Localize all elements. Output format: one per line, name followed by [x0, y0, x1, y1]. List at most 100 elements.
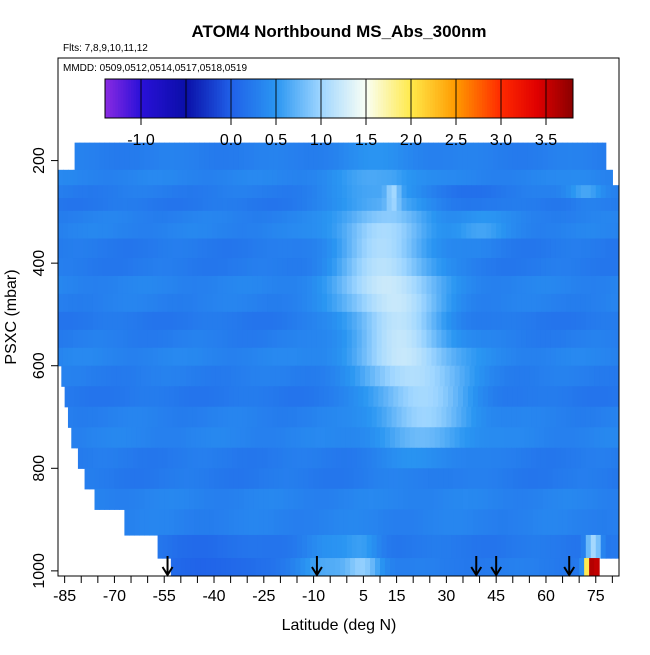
heatmap-cell [72, 347, 79, 367]
heatmap-cell [222, 258, 228, 277]
heatmap-cell [434, 365, 441, 387]
heatmap-cell [388, 386, 394, 408]
colorbar-segment [211, 79, 215, 118]
heatmap-cell [536, 185, 542, 199]
heatmap-cell [426, 347, 433, 367]
heatmap-cell [72, 238, 79, 259]
heatmap-cell [122, 210, 129, 224]
heatmap-cell [169, 142, 175, 171]
heatmap-cell [466, 534, 472, 559]
heatmap-cell [376, 347, 383, 367]
colorbar-segment [297, 79, 301, 118]
heatmap-cell [451, 238, 457, 259]
heatmap-cell [222, 223, 228, 240]
heatmap-cell [491, 293, 497, 313]
heatmap-cell [531, 329, 537, 349]
heatmap-cell [559, 365, 565, 387]
heatmap-cell [376, 185, 383, 199]
heatmap-cell [127, 293, 134, 313]
heatmap-cell [605, 185, 612, 199]
colorbar-segment [154, 79, 158, 118]
heatmap-cell [82, 347, 89, 367]
heatmap-cell [313, 509, 320, 536]
heatmap-cell [272, 258, 278, 277]
heatmap-cell [97, 169, 104, 186]
heatmap-cell [306, 275, 313, 295]
heatmap-cell [157, 347, 164, 367]
heatmap-cell [62, 347, 69, 367]
heatmap-cell [393, 142, 399, 171]
heatmap-cell [295, 558, 301, 576]
heatmap-cell [263, 386, 270, 408]
heatmap-cell [381, 258, 388, 277]
heatmap-cell [117, 238, 124, 259]
heatmap-cell [466, 210, 472, 224]
heatmap-cell [58, 275, 64, 295]
heatmap-cell [247, 210, 253, 224]
heatmap-cell [267, 293, 273, 313]
heatmap-cell [265, 558, 272, 576]
heatmap-cell [282, 169, 288, 186]
heatmap-cell [287, 185, 293, 199]
heatmap-cell [223, 509, 230, 536]
heatmap-cell [549, 365, 555, 387]
heatmap-cell [318, 468, 325, 490]
heatmap-cell [474, 365, 481, 387]
heatmap-cell [565, 210, 572, 224]
colorbar-segment [131, 79, 135, 118]
heatmap-cell [72, 275, 79, 295]
heatmap-cell [366, 169, 373, 186]
heatmap-cell [97, 258, 104, 277]
heatmap-cell [545, 329, 552, 349]
heatmap-cell [353, 468, 360, 490]
heatmap-cell [545, 311, 552, 331]
heatmap-cell [316, 447, 323, 469]
chart-title: ATOM4 Northbound MS_Abs_300nm [191, 22, 486, 41]
heatmap-cell [142, 185, 149, 199]
heatmap-cell [477, 468, 484, 490]
heatmap-cell [370, 427, 376, 449]
colorbar-segment [349, 79, 353, 118]
heatmap-cell [306, 347, 313, 367]
heatmap-cell [481, 447, 487, 469]
heatmap-cell [316, 329, 323, 349]
heatmap-cell [82, 223, 89, 240]
colorbar-segment [380, 79, 384, 118]
heatmap-cell [320, 558, 326, 576]
heatmap-cell [595, 258, 602, 277]
heatmap-cell [147, 406, 154, 428]
heatmap-cell [348, 468, 355, 490]
x-axis-label: Latitude (deg N) [282, 617, 397, 634]
heatmap-cell [237, 447, 243, 469]
heatmap-cell [555, 447, 562, 469]
heatmap-cell [536, 169, 542, 186]
x-tick-label: -55 [153, 588, 176, 605]
heatmap-cell [550, 275, 557, 295]
colorbar-segment [245, 79, 249, 118]
heatmap-cell [570, 347, 577, 367]
heatmap-cell [536, 534, 542, 559]
heatmap-cell [358, 142, 364, 171]
heatmap-cell [258, 468, 265, 490]
heatmap-cell [262, 447, 268, 469]
heatmap-cell [486, 293, 492, 313]
heatmap-cell [132, 311, 139, 331]
heatmap-cell [379, 558, 386, 576]
heatmap-cell [162, 447, 169, 469]
heatmap-cell [172, 223, 179, 240]
heatmap-cell [610, 258, 617, 277]
heatmap-cell [124, 488, 130, 510]
heatmap-cell [61, 365, 67, 387]
heatmap-cell [615, 198, 619, 212]
heatmap-cell [471, 275, 477, 295]
heatmap-cell [102, 311, 109, 331]
heatmap-cell [406, 210, 413, 224]
heatmap-cell [516, 238, 522, 259]
heatmap-cell [506, 210, 512, 224]
heatmap-cell [242, 406, 248, 428]
colorbar-tick-label: 1.5 [355, 132, 377, 149]
heatmap-cell [240, 558, 247, 576]
heatmap-cell [348, 509, 355, 536]
colorbar-segment [250, 79, 254, 118]
heatmap-cell [192, 347, 199, 367]
